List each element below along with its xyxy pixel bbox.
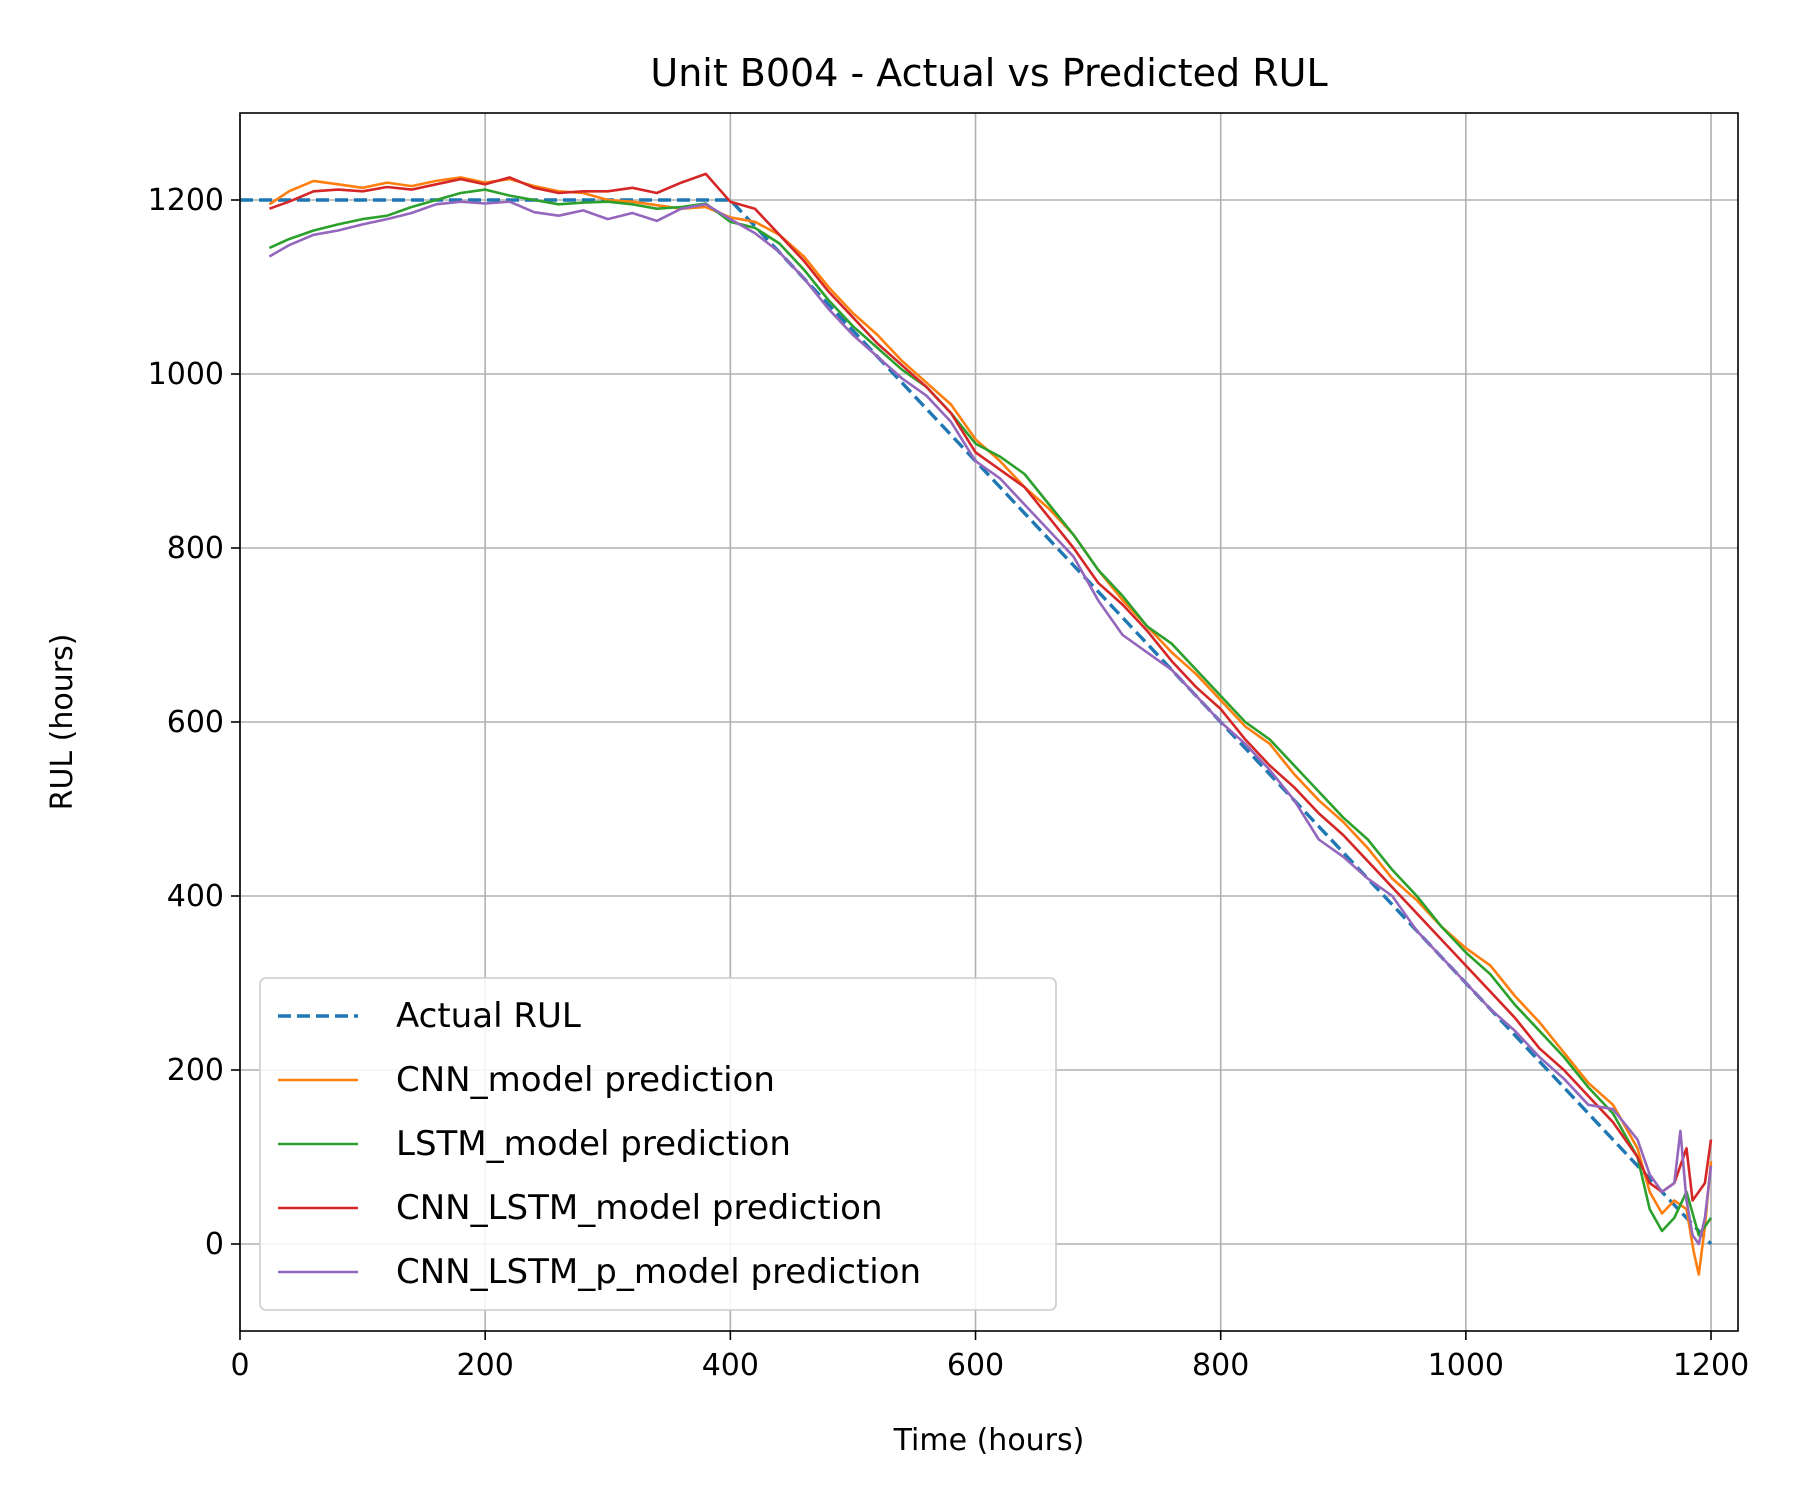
series-line-cnn-lstm-p-model-prediction: [268, 200, 1713, 1246]
y-tick-label: 800: [167, 531, 224, 566]
y-tick-label: 600: [167, 705, 224, 740]
legend-label: CNN_LSTM_model prediction: [396, 1188, 883, 1228]
x-tick-label: 1200: [1673, 1348, 1749, 1383]
series-line-cnn-lstm-model-prediction: [268, 172, 1713, 1202]
x-tick-label: 1000: [1428, 1348, 1504, 1383]
x-tick-label: 200: [457, 1348, 514, 1383]
legend-label: CNN_model prediction: [396, 1060, 775, 1100]
legend-label: CNN_LSTM_p_model prediction: [396, 1252, 921, 1292]
series-line-lstm-model-prediction: [268, 188, 1713, 1237]
y-tick-label: 200: [167, 1053, 224, 1088]
chart-title: Unit B004 - Actual vs Predicted RUL: [650, 51, 1327, 95]
x-tick-label: 600: [947, 1348, 1004, 1383]
legend-box: [259, 977, 1057, 1311]
y-axis-label: RUL (hours): [45, 634, 80, 811]
axes: 0 200 400 600 800 1000 1200 0 200 400 600 800 1000 12…: [148, 183, 1750, 1383]
x-axis-label: Time (hours): [893, 1423, 1085, 1458]
x-tick-label: 800: [1192, 1348, 1249, 1383]
y-tick-label: 400: [167, 879, 224, 914]
legend-label: Actual RUL: [396, 996, 581, 1036]
x-tick-label: 400: [702, 1348, 759, 1383]
legend-label: LSTM_model prediction: [396, 1124, 791, 1164]
y-tick-label: 0: [205, 1227, 224, 1262]
y-tick-label: 1200: [148, 183, 224, 218]
plot-series: [240, 172, 1713, 1276]
legend: Actual RUL CNN_model prediction LSTM_model…: [259, 977, 1057, 1311]
y-tick-label: 1000: [148, 357, 224, 392]
x-tick-label: 0: [230, 1348, 249, 1383]
series-line-actual-rul: [240, 198, 1713, 1246]
